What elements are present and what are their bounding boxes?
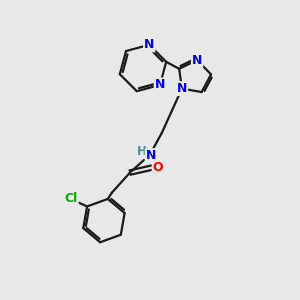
Text: N: N — [177, 82, 187, 95]
Text: N: N — [144, 38, 154, 51]
Text: N: N — [155, 79, 165, 92]
Text: N: N — [192, 53, 202, 67]
Text: H: H — [137, 145, 147, 158]
Text: Cl: Cl — [64, 192, 78, 205]
Text: O: O — [153, 161, 163, 174]
Text: N: N — [146, 149, 156, 162]
